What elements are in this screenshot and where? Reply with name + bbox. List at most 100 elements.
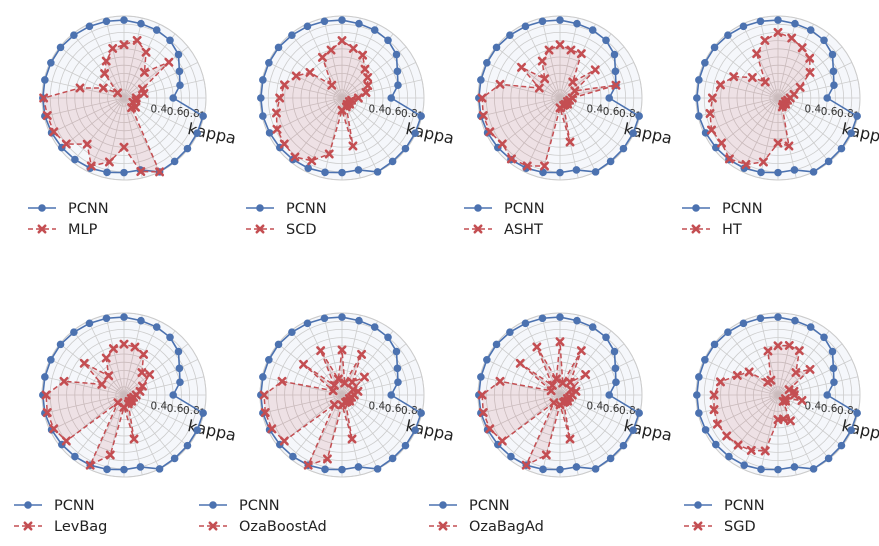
data-point-PCNN: [103, 168, 111, 177]
data-point-LevBag: [129, 434, 139, 444]
data-point-OzaBagAd: [576, 346, 586, 356]
data-point-ASHT: [540, 74, 550, 84]
data-point-PCNN: [170, 157, 179, 166]
data-point-PCNN: [166, 36, 174, 45]
data-point-MLP: [108, 43, 118, 53]
data-point-SCD: [291, 71, 301, 81]
data-point-PCNN: [837, 441, 846, 450]
angular-gridline: [88, 97, 125, 173]
data-point-ASHT: [590, 65, 600, 75]
data-point-PCNN: [193, 129, 201, 138]
data-point-PCNN: [370, 26, 379, 34]
data-point-PCNN: [619, 144, 628, 153]
data-point-SGD: [791, 368, 801, 378]
data-point-MLP: [86, 161, 96, 171]
angular-gridline: [306, 23, 343, 99]
legend-marker-PCNN: [24, 501, 32, 509]
data-point-PCNN: [120, 168, 128, 177]
legend-marker-OzaBoostAd: [208, 521, 218, 531]
data-point-HT: [773, 138, 783, 148]
angular-gridline: [726, 97, 779, 163]
angular-gridline: [105, 97, 125, 179]
angular-gridline: [49, 62, 125, 99]
radial-tick-label: 0.6: [603, 106, 620, 118]
data-point-SGD: [744, 367, 754, 377]
radial-tick-label: 0.8: [183, 405, 200, 417]
data-point-LevBag: [108, 344, 118, 354]
data-point-PCNN: [611, 364, 620, 373]
legend-label-PCNN: PCNN: [54, 498, 95, 514]
data-point-OzaBagAd: [515, 358, 525, 368]
angular-gridline: [43, 79, 125, 99]
angular-gridline: [290, 97, 343, 163]
data-point-OzaBagAd: [521, 460, 531, 470]
data-point-PCNN: [605, 391, 613, 399]
radial-tick-label: 0.8: [619, 405, 636, 417]
data-point-OzaBagAd: [541, 450, 551, 460]
legend-marker-PCNN: [474, 204, 482, 212]
data-point-PCNN: [265, 355, 273, 364]
data-point-LevBag: [145, 370, 155, 380]
data-point-PCNN: [619, 441, 628, 450]
data-point-ASHT: [485, 127, 495, 137]
angular-gridline: [323, 314, 343, 396]
angular-gridline: [777, 97, 859, 117]
data-point-PCNN: [174, 50, 183, 59]
data-point-HT: [787, 33, 797, 43]
data-point-MLP: [139, 67, 149, 77]
radial-tick-label: 0.6: [167, 403, 184, 415]
data-point-HT: [758, 157, 768, 167]
radial-tick-label: 0.6: [385, 403, 402, 415]
data-point-PCNN: [183, 144, 192, 153]
radar-chart-2: 0.40.60.81kappaPCNNSCD: [246, 15, 456, 238]
data-point-PCNN: [556, 313, 564, 321]
angular-gridline: [559, 79, 641, 99]
radial-tick-label: 0.6: [385, 106, 402, 118]
legend-label-ASHT: ASHT: [504, 222, 543, 238]
data-point-MLP: [42, 111, 52, 121]
data-point-PCNN: [820, 333, 828, 342]
data-point-OzaBoostAd: [260, 408, 270, 418]
data-point-PCNN: [606, 454, 615, 463]
data-point-OzaBoostAd: [316, 346, 326, 356]
data-point-PCNN: [710, 340, 719, 349]
data-point-PCNN: [199, 112, 207, 120]
angular-gridline: [479, 394, 561, 414]
data-point-PCNN: [629, 426, 637, 435]
data-point-PCNN: [71, 155, 79, 164]
angular-gridline: [485, 394, 561, 431]
data-point-HT: [747, 73, 757, 83]
data-point-SGD: [773, 341, 783, 351]
data-point-PCNN: [193, 426, 201, 435]
data-point-PCNN: [120, 16, 128, 24]
data-point-OzaBoostAd: [299, 359, 309, 369]
data-point-LevBag: [79, 358, 89, 368]
data-point-LevBag: [41, 390, 51, 400]
data-point-HT: [797, 43, 807, 53]
legend-marker-PCNN: [692, 204, 700, 212]
data-point-PCNN: [629, 129, 637, 138]
angular-gridline: [43, 97, 125, 117]
data-point-SGD: [778, 414, 788, 424]
legend: PCNN SGD: [684, 498, 765, 535]
data-point-PCNN: [70, 31, 78, 39]
legend-marker-PCNN: [256, 204, 264, 212]
data-point-PCNN: [303, 319, 312, 328]
data-point-PCNN: [41, 373, 49, 381]
data-point-ASHT: [576, 49, 586, 59]
data-point-PCNN: [288, 31, 296, 39]
data-point-HT: [705, 109, 715, 119]
data-point-LevBag: [85, 460, 95, 470]
angular-gridline: [72, 33, 125, 99]
data-point-MLP: [119, 40, 129, 50]
data-point-PCNN: [401, 144, 410, 153]
data-point-PCNN: [85, 22, 94, 31]
data-point-PCNN: [806, 323, 815, 331]
data-point-PCNN: [757, 465, 765, 474]
data-point-PCNN: [274, 43, 283, 52]
angular-gridline: [479, 79, 561, 99]
angular-gridline: [123, 33, 176, 99]
angular-gridline: [49, 97, 125, 134]
data-point-PCNN: [774, 313, 782, 321]
legend-label-SGD: SGD: [724, 519, 756, 535]
